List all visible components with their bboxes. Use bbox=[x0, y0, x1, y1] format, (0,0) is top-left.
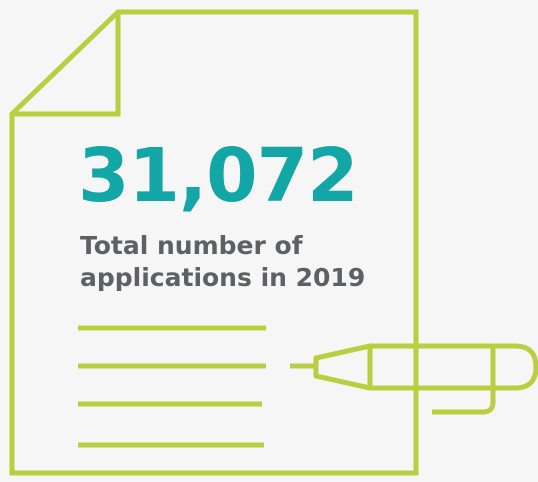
document-icon bbox=[9, 9, 419, 476]
stat-value: 31,072 bbox=[78, 133, 359, 219]
pen-barrel bbox=[367, 343, 538, 391]
pen-clip bbox=[432, 388, 496, 415]
document-fold bbox=[12, 12, 121, 117]
stat-label-line: applications in 2019 bbox=[80, 263, 366, 292]
stat-label: Total number of applications in 2019 bbox=[80, 230, 400, 294]
pen-cone bbox=[313, 343, 373, 391]
pen-icon bbox=[290, 343, 538, 415]
document-outline bbox=[9, 9, 419, 476]
stat-label-line: Total number of bbox=[80, 231, 303, 260]
